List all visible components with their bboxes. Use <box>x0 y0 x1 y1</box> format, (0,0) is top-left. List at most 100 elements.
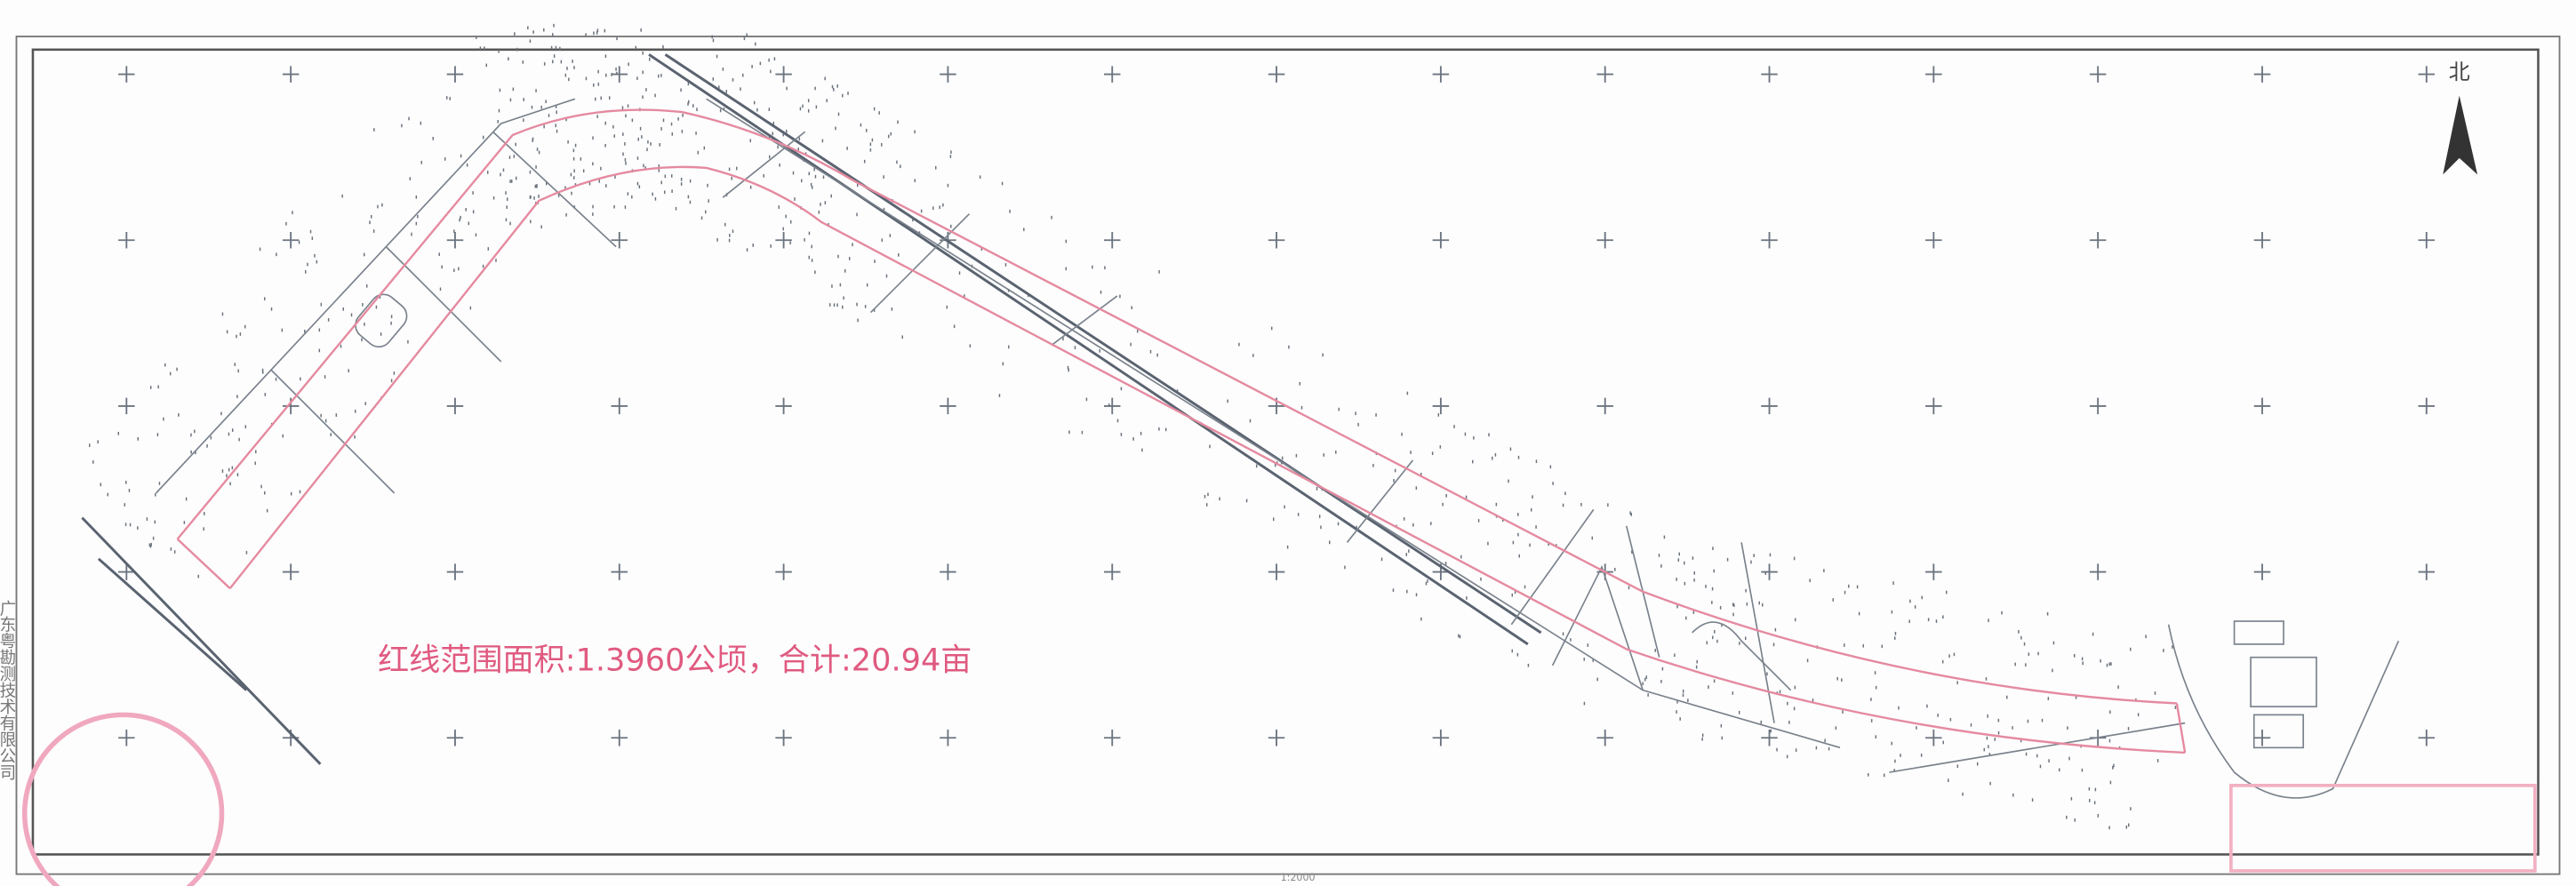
building <box>2233 620 2284 645</box>
grid-cross <box>1596 730 1613 746</box>
grid-cross <box>1596 232 1613 249</box>
grid-cross <box>1268 563 1285 580</box>
grid-cross <box>940 730 956 746</box>
road-edge <box>81 516 322 765</box>
grid-cross <box>446 397 464 415</box>
grid-cross <box>118 232 135 249</box>
grid-cross <box>1925 730 1942 746</box>
outer-frame <box>15 36 2561 875</box>
grid-cross <box>611 232 628 249</box>
grid-cross <box>282 563 300 580</box>
grid-cross <box>2418 232 2436 249</box>
grid-cross <box>1268 66 1285 83</box>
grid-cross <box>611 730 628 746</box>
grid-cross <box>118 730 135 746</box>
red-line-boundary <box>176 108 2187 754</box>
grid-cross <box>611 397 628 415</box>
red-boundary <box>176 108 2177 705</box>
grid-cross <box>2418 66 2436 83</box>
grid-cross <box>1104 397 1121 415</box>
grid-cross <box>775 66 792 83</box>
grid-cross <box>1761 730 1778 746</box>
grid-cross <box>2418 730 2436 746</box>
grid-cross <box>1432 397 1450 415</box>
grid-cross <box>1432 232 1450 249</box>
red-boundary <box>2175 703 2187 754</box>
grid-cross <box>611 563 628 580</box>
grid-cross <box>2253 730 2271 746</box>
grid-cross <box>118 563 135 580</box>
grid-cross <box>1925 66 1942 83</box>
grid-cross <box>2089 232 2107 249</box>
area-annotation: 红线范围面积:1.3960公顷，合计:20.94亩 <box>378 642 972 678</box>
red-boundary <box>176 538 231 589</box>
grid-cross <box>2253 232 2271 249</box>
grid-cross <box>1761 232 1778 249</box>
grid-cross <box>2253 397 2271 415</box>
grid-cross <box>940 397 956 415</box>
grid-cross <box>1104 563 1121 580</box>
grid-cross <box>282 232 300 249</box>
grid-cross <box>940 563 956 580</box>
north-arrow <box>2443 95 2478 175</box>
road-edge <box>270 369 396 494</box>
map-frame <box>31 48 2540 856</box>
grid-cross <box>1761 397 1778 415</box>
grid-cross <box>446 730 464 746</box>
company-vertical: 广东粤勘测技术有限公司 <box>0 600 16 780</box>
road-edge <box>1889 722 2186 773</box>
north-label: 北 <box>2449 60 2470 84</box>
grid-cross <box>775 232 792 249</box>
grid-cross <box>2089 66 2107 83</box>
grid-cross <box>1104 232 1121 249</box>
grid-cross <box>2253 563 2271 580</box>
grid-cross <box>1268 232 1285 249</box>
scale-label: 1:2000 <box>1281 872 1316 883</box>
grid-cross <box>1268 730 1285 746</box>
grid-cross <box>1596 66 1613 83</box>
grid-cross <box>775 563 792 580</box>
grid-cross <box>611 66 628 83</box>
road-edge <box>869 213 971 314</box>
road-edge <box>722 131 806 198</box>
grid-cross <box>775 730 792 746</box>
grid-cross <box>282 66 300 83</box>
grid-cross <box>1596 397 1613 415</box>
grid-cross <box>118 397 135 415</box>
grid-cross <box>2418 563 2436 580</box>
grid-cross <box>1925 563 1942 580</box>
grid-cross <box>1104 66 1121 83</box>
road-edge <box>648 53 1529 646</box>
road-edge <box>492 131 617 248</box>
building <box>2252 714 2305 749</box>
grid-cross <box>118 66 135 83</box>
grid-cross <box>1432 730 1450 746</box>
grid-cross <box>2418 397 2436 415</box>
stamp <box>21 712 225 886</box>
road-edge <box>664 53 1542 635</box>
grid-cross <box>775 397 792 415</box>
grid-cross <box>940 66 956 83</box>
grid-cross <box>1925 232 1942 249</box>
grid-cross <box>282 397 300 415</box>
road-edge <box>1051 295 1118 347</box>
grid-cross <box>1104 730 1121 746</box>
grid-cross <box>1925 397 1942 415</box>
grid-cross <box>1432 66 1450 83</box>
road-edge <box>97 557 248 691</box>
grid-cross <box>446 563 464 580</box>
road-edge <box>1692 621 1792 691</box>
grid-crosses <box>118 66 2436 746</box>
grid-cross <box>2089 563 2107 580</box>
building <box>2250 656 2317 707</box>
road-edge <box>2167 624 2400 799</box>
road-edge <box>1346 459 1414 543</box>
grid-cross <box>1761 563 1778 580</box>
road-edge <box>1740 542 1775 723</box>
grid-cross <box>2089 397 2107 415</box>
grid-cross <box>446 232 464 249</box>
grid-cross <box>2253 66 2271 83</box>
